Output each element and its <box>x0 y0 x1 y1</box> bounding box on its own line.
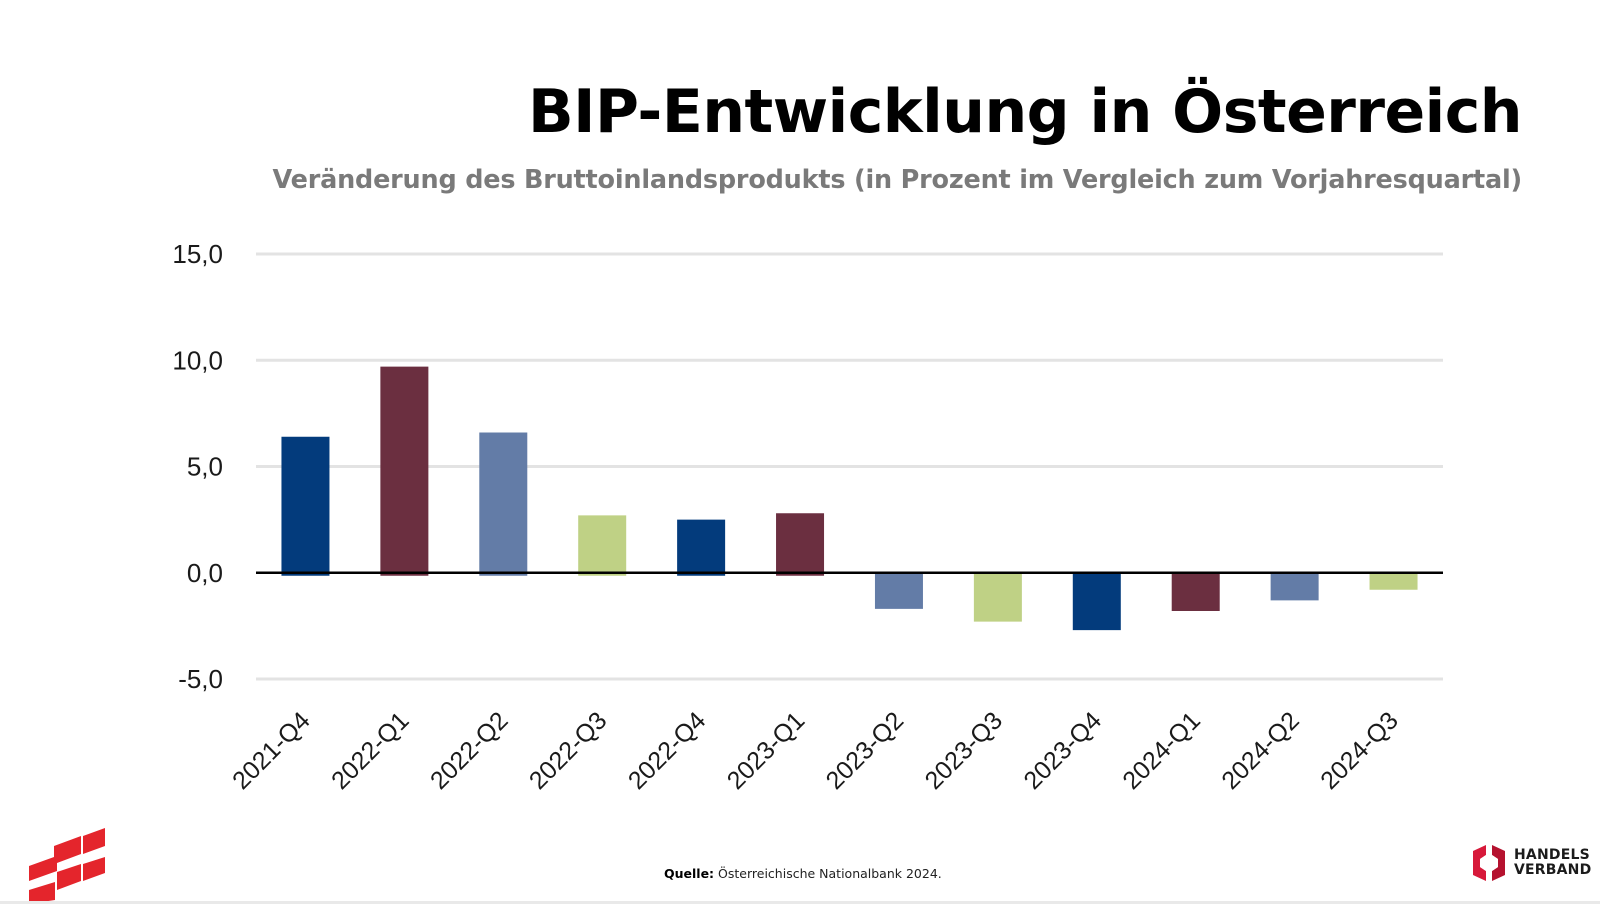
handelsverband-wordmark: HANDELS VERBAND <box>1514 848 1591 878</box>
bar-2023-Q4 <box>1072 571 1121 631</box>
bar-2024-Q3 <box>1369 571 1418 590</box>
bar-2024-Q2 <box>1270 571 1319 601</box>
bar-2022-Q3 <box>578 515 627 576</box>
bar-2021-Q4 <box>281 436 330 576</box>
x-tick-label: 2022-Q4 <box>623 706 712 795</box>
y-tick-label: 0,0 <box>187 558 223 588</box>
y-tick-label: 15,0 <box>172 239 223 269</box>
source-text: Österreichische Nationalbank 2024. <box>714 866 942 881</box>
bar-2023-Q2 <box>874 571 923 609</box>
handelsverband-mark-icon <box>1473 845 1505 881</box>
wordmark-line-2: VERBAND <box>1514 862 1592 878</box>
x-tick-label: 2023-Q2 <box>821 706 910 795</box>
bar-2024-Q1 <box>1171 571 1220 611</box>
chart-title: BIP-Entwicklung in Österreich <box>527 77 1523 147</box>
bar-2022-Q1 <box>380 366 429 576</box>
austria-flag-logo <box>24 826 110 908</box>
x-tick-label: 2022-Q1 <box>326 706 415 795</box>
x-tick-label: 2024-Q2 <box>1216 706 1305 795</box>
x-tick-label: 2021-Q4 <box>227 706 316 795</box>
x-tick-label: 2024-Q3 <box>1315 706 1404 795</box>
bars <box>281 366 1418 631</box>
flag-logo-icon <box>29 828 105 904</box>
bottom-divider <box>0 901 1600 904</box>
handelsverband-logo: HANDELS VERBAND <box>1470 843 1591 883</box>
x-axis-ticks: 2021-Q4 2022-Q1 2022-Q2 2022-Q3 2022-Q4 2023-… <box>227 706 1404 795</box>
y-tick-label: -5,0 <box>178 664 223 694</box>
y-axis-ticks: 15,0 10,0 5,0 0,0 -5,0 <box>172 239 223 694</box>
x-tick-label: 2022-Q3 <box>524 706 613 795</box>
source-note: Quelle: Österreichische Nationalbank 202… <box>664 866 942 881</box>
wordmark-line-1: HANDELS <box>1514 847 1590 863</box>
x-tick-label: 2022-Q2 <box>425 706 514 795</box>
y-tick-label: 10,0 <box>172 345 223 375</box>
bar-2022-Q4 <box>677 519 726 576</box>
source-label: Quelle: <box>664 866 715 881</box>
bar-2023-Q3 <box>973 571 1022 622</box>
x-tick-label: 2023-Q1 <box>722 706 811 795</box>
x-tick-label: 2024-Q1 <box>1117 706 1206 795</box>
x-tick-label: 2023-Q4 <box>1018 706 1107 795</box>
bar-2023-Q1 <box>776 513 825 576</box>
x-tick-label: 2023-Q3 <box>920 706 1009 795</box>
bar-2022-Q2 <box>479 432 528 576</box>
y-tick-label: 5,0 <box>187 452 223 482</box>
chart-subtitle: Veränderung des Bruttoinlandsprodukts (i… <box>272 165 1522 195</box>
gridlines <box>256 252 1443 681</box>
